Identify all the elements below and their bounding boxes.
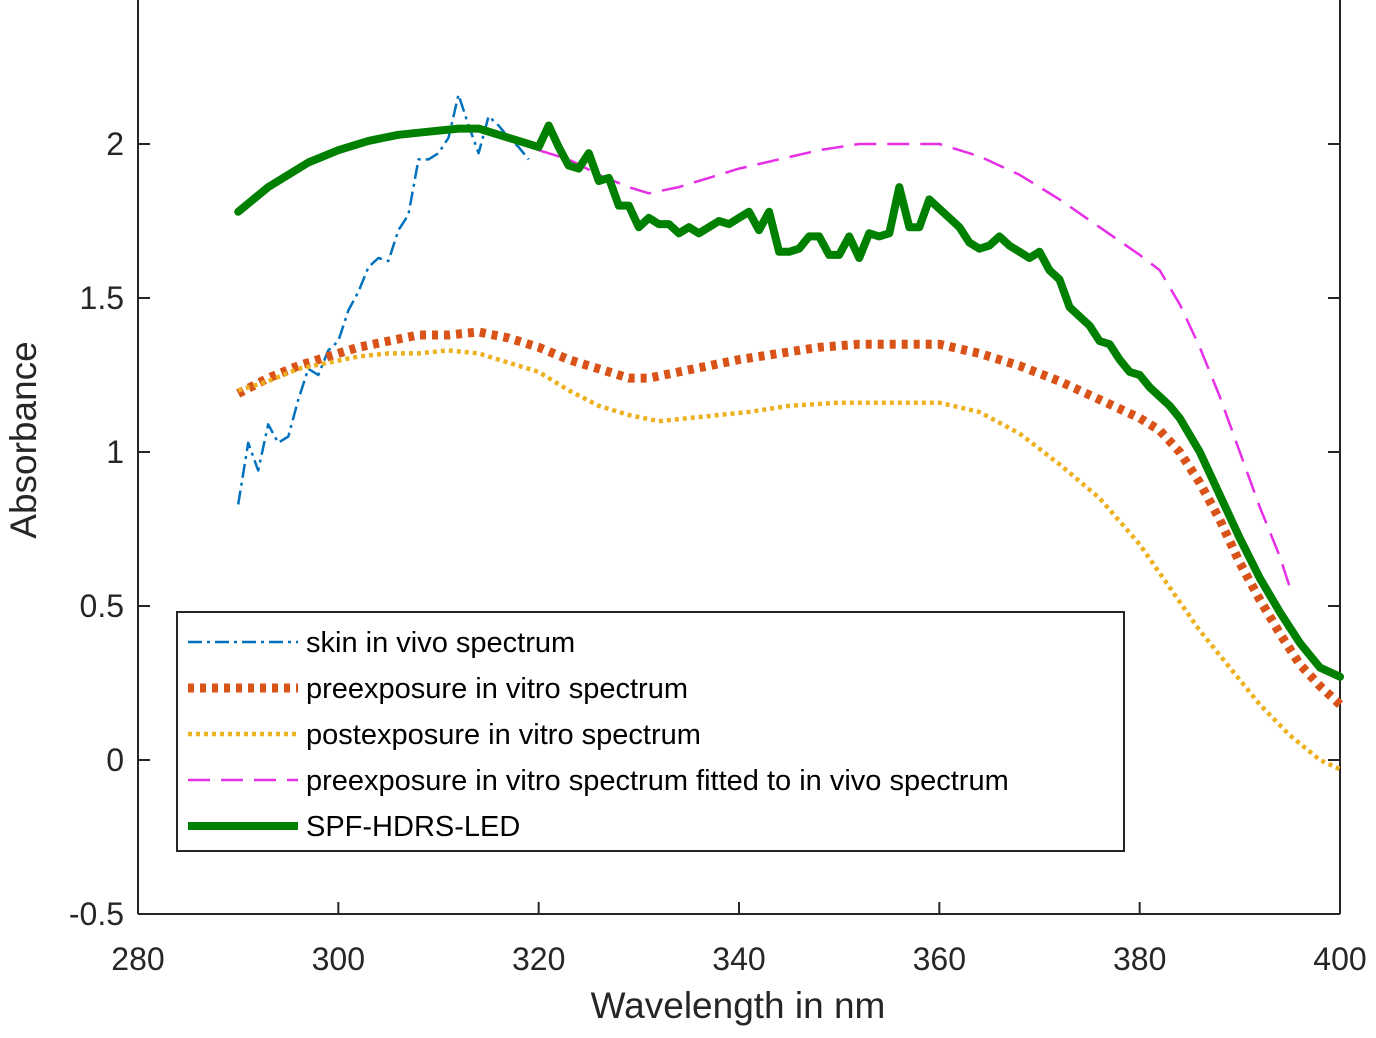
legend-label: skin in vivo spectrum xyxy=(306,627,575,659)
series-line xyxy=(538,142,1292,588)
x-tick-label: 280 xyxy=(111,941,164,977)
x-tick-label: 300 xyxy=(312,941,365,977)
legend-box xyxy=(176,611,1125,852)
y-tick-label: 1.5 xyxy=(80,280,124,316)
x-tick-label: 400 xyxy=(1313,941,1366,977)
ticks-layer: 280 300 320 340 360 380 400 -0.5 0 0.5 1 1.5 2 xyxy=(69,126,1367,977)
x-tick-label: 380 xyxy=(1113,941,1166,977)
legend-label: preexposure in vitro spectrum xyxy=(306,673,688,705)
legend-label: preexposure in vitro spectrum fitted to … xyxy=(306,765,1009,797)
y-tick-label: 0 xyxy=(106,742,124,778)
y-tick-label: 2 xyxy=(106,126,124,162)
legend: skin in vivo spectrum preexposure in vitr… xyxy=(176,611,1125,852)
series-line xyxy=(237,348,1341,772)
series-layer xyxy=(234,93,1344,772)
series-line xyxy=(236,327,1344,708)
legend-label: SPF-HDRS-LED xyxy=(306,811,520,843)
y-axis-label: Absorbance xyxy=(3,341,44,538)
series-line xyxy=(236,93,530,505)
legend-label: postexposure in vitro spectrum xyxy=(306,719,701,751)
x-tick-label: 360 xyxy=(913,941,966,977)
x-axis-label: Wavelength in nm xyxy=(591,985,886,1026)
series-line xyxy=(234,121,1344,681)
y-tick-label: 0.5 xyxy=(80,588,124,624)
y-tick-label: 1 xyxy=(106,434,124,470)
x-tick-label: 320 xyxy=(512,941,565,977)
y-tick-label: -0.5 xyxy=(69,896,124,932)
x-tick-label: 340 xyxy=(712,941,765,977)
